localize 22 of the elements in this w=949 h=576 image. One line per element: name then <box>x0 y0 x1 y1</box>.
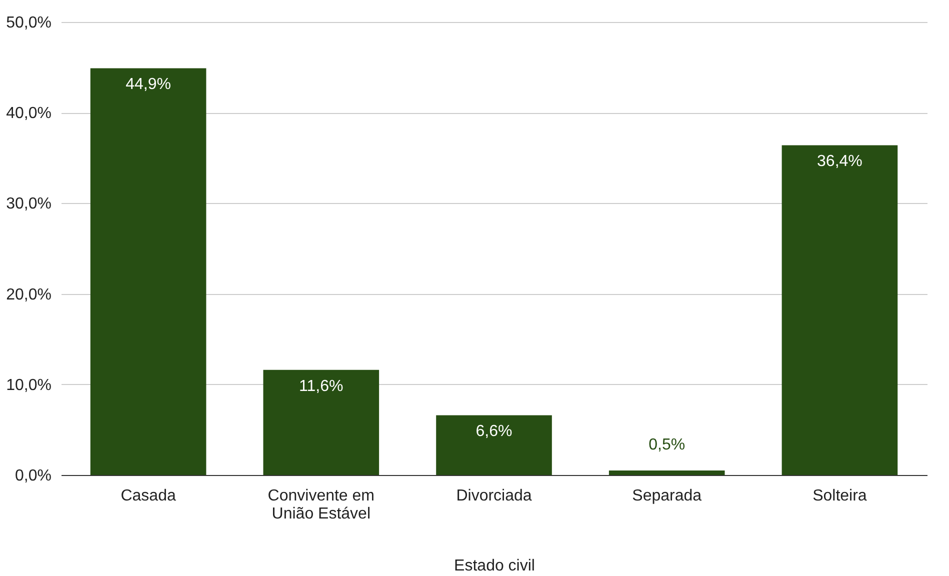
bar <box>782 145 898 475</box>
y-tick-label: 20,0% <box>6 286 52 304</box>
bar <box>436 415 552 475</box>
bar <box>263 370 380 475</box>
bar <box>608 470 725 475</box>
x-tick-label: Casada <box>120 488 176 504</box>
y-tick-label: 50,0% <box>6 14 52 32</box>
x-tick-label: Solteira <box>812 488 867 504</box>
data-label: 36,4% <box>817 153 862 170</box>
x-tick-label: Separada <box>632 488 702 504</box>
data-label: 44,9% <box>126 76 171 94</box>
y-tick-label: 40,0% <box>6 105 52 122</box>
data-label: 6,6% <box>476 423 512 440</box>
y-tick-label: 10,0% <box>6 376 52 394</box>
x-tick-label: Convivente em União Estável <box>268 488 375 522</box>
bar <box>90 68 206 475</box>
y-tick-label: 30,0% <box>6 196 52 213</box>
x-axis-title: Estado civil <box>454 558 535 574</box>
x-tick-label: Divorciada <box>456 488 532 504</box>
y-tick-label: 0,0% <box>15 468 52 484</box>
data-label: 11,6% <box>299 378 344 395</box>
data-label: 0,5% <box>648 436 686 454</box>
